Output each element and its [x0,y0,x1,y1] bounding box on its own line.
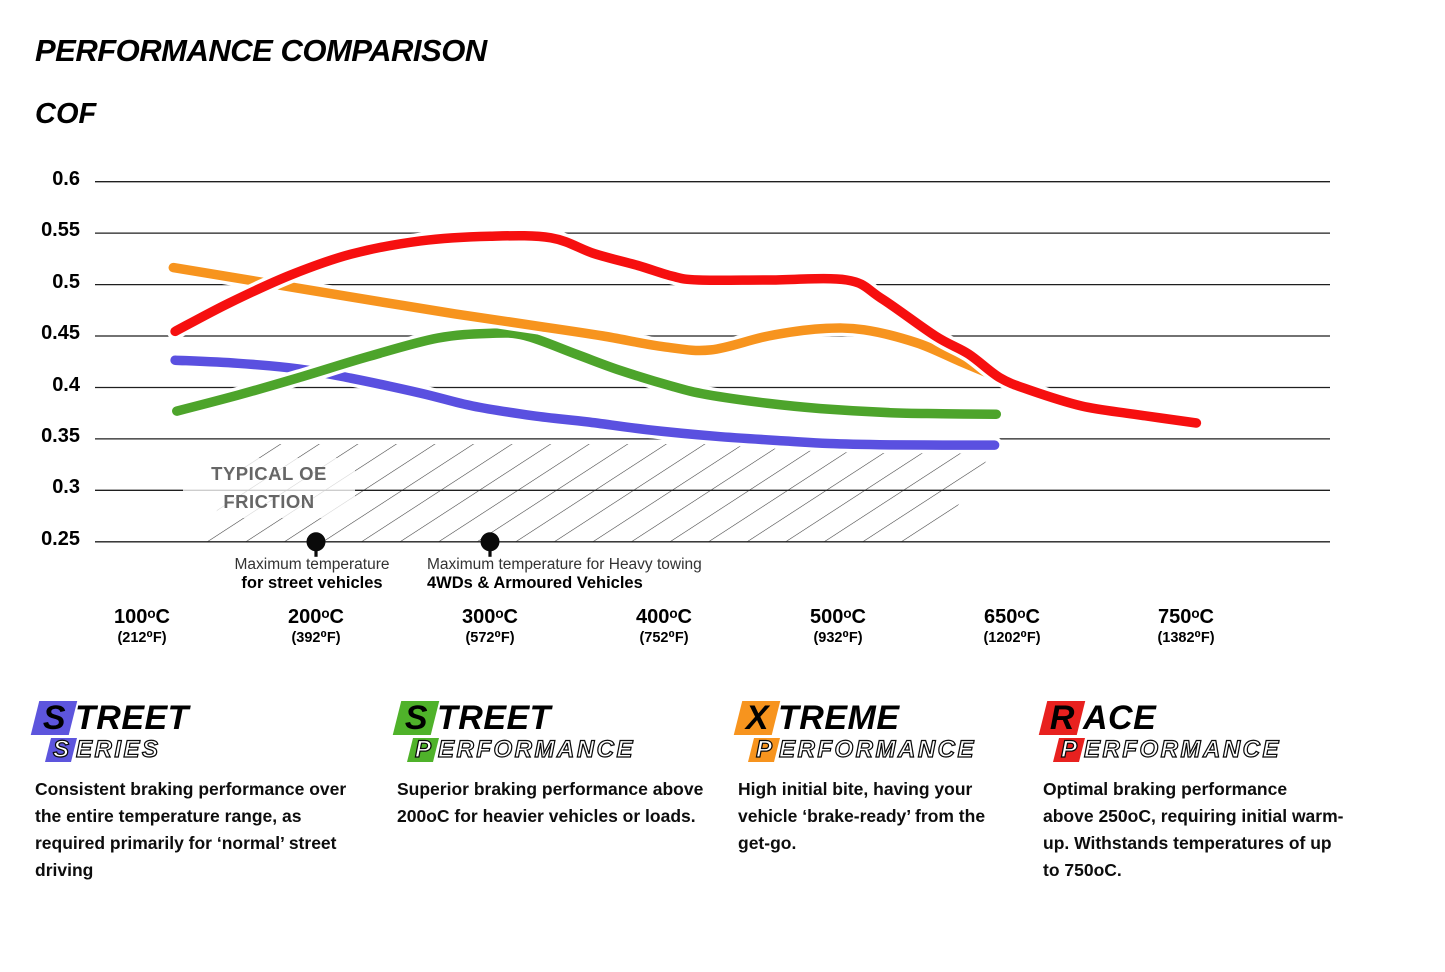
logo-chip: R [1038,699,1086,737]
brand-description-race-performance: Optimal braking performance above 250oC, … [1043,776,1344,884]
description-line: Superior braking performance above [397,779,704,799]
description-line: required primarily for ‘normal’ street [35,833,337,853]
brand-description-xtreme-performance: High initial bite, having your vehicle ‘b… [738,776,985,857]
oe-friction-hatch [197,444,997,542]
x-tick-label: 400ᵒC (752⁰F) [589,606,739,646]
annotation-line1: Maximum temperature [234,556,390,573]
logo-word2: ERFORMANCE [778,735,976,763]
description-line: above 250oC, requiring initial warm- [1043,806,1344,826]
series-line-xtreme-performance [168,262,1003,382]
series-line-street-performance [172,328,1002,419]
x-tick-celsius: 400ᵒC [635,606,692,628]
legend-brand-street-series: S TREET S ERIES Consistent braking performan… [30,698,346,884]
description-line: vehicle ‘brake-ready’ from the [738,806,986,826]
page-title: PERFORMANCE COMPARISON [35,33,487,68]
y-tick-label: 0.3 [52,476,80,499]
x-tick-label: 200ᵒC (392⁰F) [241,606,391,646]
x-tick-label: 650ᵒC (1202⁰F) [937,606,1087,646]
x-tick-celsius: 500ᵒC [809,606,866,628]
typical-oe-friction-label: TYPICAL OE FRICTION [183,458,355,518]
series-lines [165,227,1205,454]
logo-chip: S [30,699,78,737]
x-tick-fahrenheit: (212⁰F) [117,630,167,646]
legend-brand-street-performance: S TREET P ERFORMANCE Superior braking perfor… [392,698,703,830]
logo-word1: ACE [1083,698,1157,737]
legend-brand-race-performance: R ACE P ERFORMANCE Optimal braking performan… [1038,698,1344,884]
logo-chip: P [1053,735,1085,764]
x-tick-fahrenheit: (572⁰F) [465,630,515,646]
y-axis-title: COF [35,98,97,130]
x-tick-celsius: 650ᵒC [983,606,1040,628]
y-tick-label: 0.45 [41,322,80,344]
brand-logo-street-series: S TREET S ERIES [30,698,346,764]
brand-logo-street-performance: S TREET P ERFORMANCE [392,698,703,764]
x-tick-fahrenheit: (1202⁰F) [983,630,1041,646]
description-line: High initial bite, having your [738,779,973,799]
annotation-line2: 4WDs & Armoured Vehicles [427,574,643,592]
marker-dot [306,532,326,552]
max-temperature-markers [306,532,500,557]
logo-chip: X [733,699,781,737]
x-tick-fahrenheit: (932⁰F) [813,630,863,646]
description-line: to 750oC. [1043,860,1122,880]
x-tick-celsius: 100ᵒC [113,606,170,628]
x-tick-celsius: 200ᵒC [287,606,344,628]
logo-word2: ERFORMANCE [437,735,635,763]
x-tick-celsius: 750ᵒC [1157,606,1214,628]
y-tick-label: 0.35 [41,424,80,447]
logo-chip: P [748,735,780,764]
description-line: up. Withstands temperatures of up [1043,833,1332,853]
logo-chip: S [392,699,440,737]
x-tick-label: 300ᵒC (572⁰F) [415,606,565,646]
description-line: driving [35,860,94,880]
logo-chip: S [45,735,77,764]
y-tick-label: 0.6 [52,167,80,190]
x-tick-fahrenheit: (1382⁰F) [1157,630,1215,646]
logo-word1: TREET [437,698,551,737]
brand-description-street-series: Consistent braking performance over the e… [35,776,346,884]
x-tick-label: 750ᵒC (1382⁰F) [1111,606,1261,646]
description-line: 200oC for heavier vehicles or loads. [397,806,696,826]
x-tick-label: 100ᵒC (212⁰F) [67,606,217,646]
description-line: get-go. [738,833,797,853]
x-tick-fahrenheit: (392⁰F) [291,630,341,646]
x-tick-celsius: 300ᵒC [461,606,518,628]
typical-oe-friction-region [197,444,997,542]
logo-word2: ERFORMANCE [1083,735,1281,763]
y-tick-label: 0.25 [41,527,80,550]
annotation-line2: for street vehicles [241,574,383,592]
description-line: Consistent braking performance over [35,779,347,799]
marker-dot [480,532,500,552]
description-line: the entire temperature range, as [35,806,302,826]
brand-logo-xtreme-performance: X TREME P ERFORMANCE [733,698,985,764]
annotation-max-temp-street-vehicles: Maximum temperature for street vehicles [202,555,422,593]
logo-word1: TREME [778,698,900,737]
x-tick-label: 500ᵒC (932⁰F) [763,606,913,646]
y-tick-label: 0.55 [41,219,80,242]
brand-description-street-performance: Superior braking performance above 200oC … [397,776,703,830]
logo-word2: ERIES [75,735,161,763]
y-tick-label: 0.4 [52,373,80,396]
description-line: Optimal braking performance [1043,779,1288,799]
y-tick-label: 0.5 [52,270,80,293]
brand-logo-race-performance: R ACE P ERFORMANCE [1038,698,1344,764]
x-tick-fahrenheit: (752⁰F) [639,630,689,646]
annotation-max-temp-heavy-towing: Maximum temperature for Heavy towing 4WD… [427,555,702,593]
legend-brand-xtreme-performance: X TREME P ERFORMANCE High initial bite, havi… [733,698,985,857]
oe-label-line2: FRICTION [223,491,315,512]
oe-label-line1: TYPICAL OE [211,463,327,484]
logo-chip: P [407,735,439,764]
logo-word1: TREET [75,698,189,737]
series-line-race-performance [170,230,1202,428]
annotation-line1: Maximum temperature for Heavy towing [427,556,702,573]
